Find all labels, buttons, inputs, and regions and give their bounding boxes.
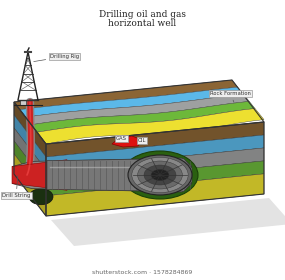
Polygon shape [20, 87, 243, 117]
Polygon shape [14, 128, 46, 183]
Text: horizontal well: horizontal well [108, 18, 176, 27]
Polygon shape [14, 154, 46, 216]
Ellipse shape [122, 151, 198, 199]
Polygon shape [14, 102, 46, 157]
Polygon shape [46, 148, 264, 183]
Polygon shape [46, 174, 264, 216]
Text: OIL: OIL [138, 138, 146, 143]
Ellipse shape [29, 189, 53, 205]
Ellipse shape [151, 169, 169, 181]
Polygon shape [14, 80, 238, 109]
Polygon shape [51, 198, 285, 246]
Polygon shape [26, 94, 249, 125]
Text: Rock Formation: Rock Formation [210, 91, 251, 102]
Polygon shape [20, 100, 26, 105]
Polygon shape [112, 136, 142, 147]
Text: Drilling Rig: Drilling Rig [34, 54, 79, 62]
Text: shutterstock.com · 1578284869: shutterstock.com · 1578284869 [92, 270, 192, 276]
Ellipse shape [138, 161, 182, 189]
Text: GAS: GAS [116, 136, 127, 141]
Polygon shape [31, 101, 255, 132]
Text: Drill String: Drill String [2, 176, 30, 198]
Ellipse shape [132, 157, 188, 193]
Polygon shape [37, 109, 264, 144]
Ellipse shape [128, 155, 192, 195]
Polygon shape [12, 160, 67, 190]
Polygon shape [12, 158, 192, 192]
Polygon shape [14, 141, 46, 196]
Polygon shape [46, 122, 264, 157]
Text: Drilling oil and gas: Drilling oil and gas [99, 10, 186, 18]
Polygon shape [46, 161, 264, 196]
Ellipse shape [144, 165, 176, 185]
Polygon shape [46, 135, 264, 170]
Polygon shape [14, 115, 46, 170]
Polygon shape [47, 159, 192, 191]
